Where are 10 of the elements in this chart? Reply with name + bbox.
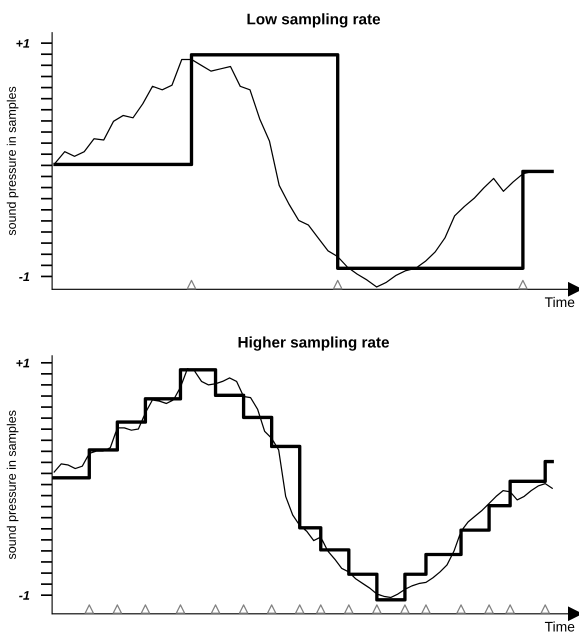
y-tick-label: -1: [19, 591, 30, 600]
y-tick-label: +1: [16, 39, 30, 48]
x-axis-title: Time: [544, 621, 574, 632]
x-axis-title: Time: [544, 296, 574, 308]
y-axis-title: sound pressure in samples: [6, 410, 18, 560]
chart-title: Higher sampling rate: [238, 336, 389, 351]
y-tick-label: -1: [19, 272, 30, 281]
chart-title: Low sampling rate: [247, 13, 380, 28]
y-tick-label: +1: [16, 358, 30, 368]
y-axis-title: sound pressure in samples: [6, 86, 18, 236]
